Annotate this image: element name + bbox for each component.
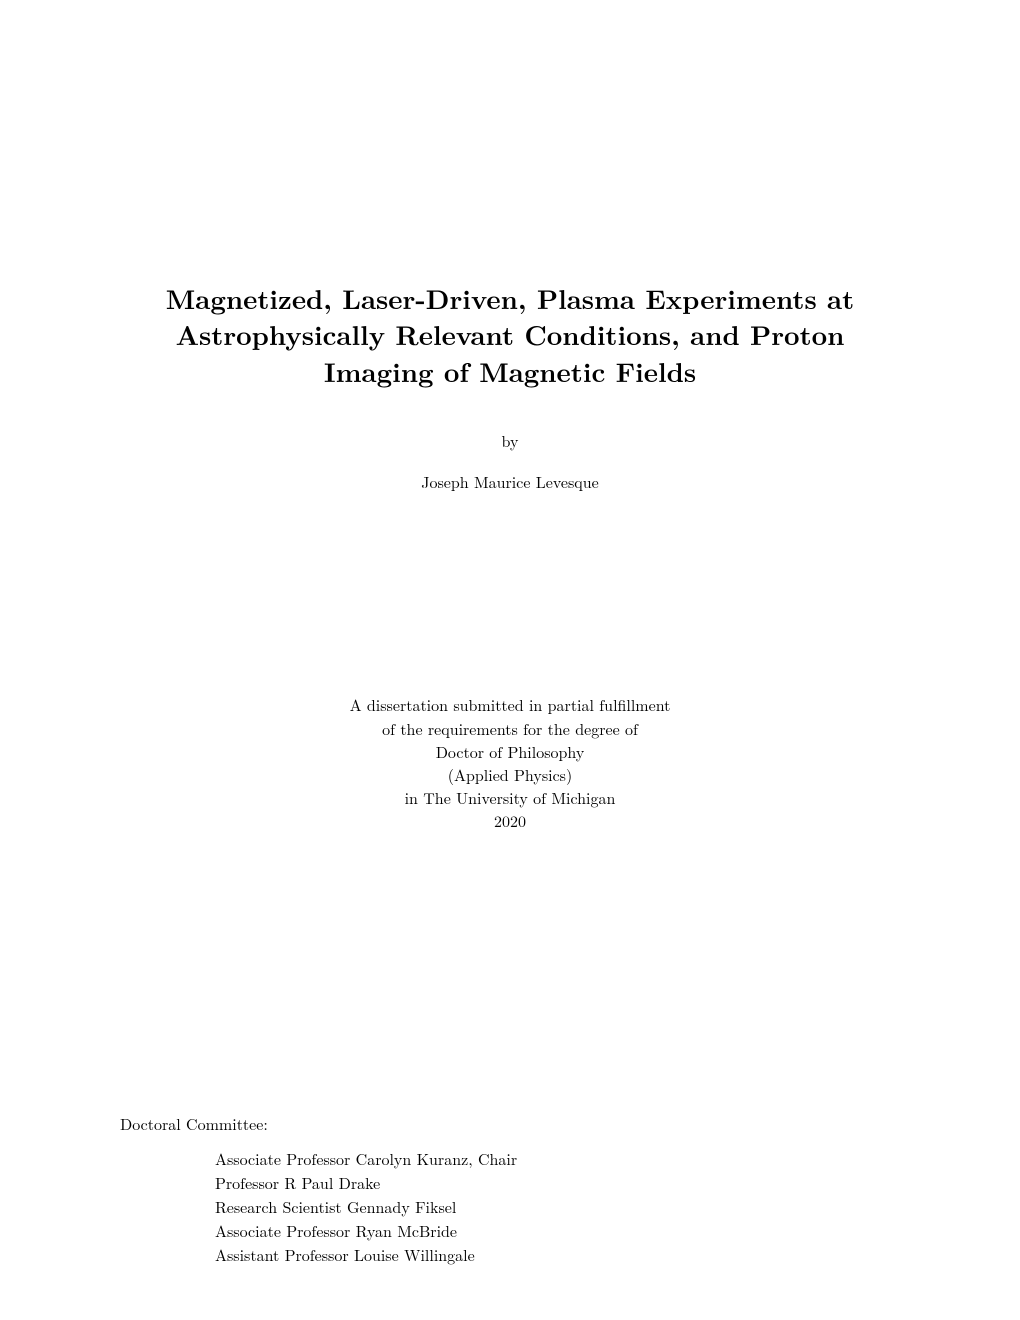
- committee-member: Research Scientist Gennady Fiksel: [215, 1195, 900, 1219]
- committee-member: Assistant Professor Louise Willingale: [215, 1243, 900, 1267]
- submission-line: of the requirements for the degree of: [120, 717, 900, 740]
- submission-line: A dissertation submitted in partial fulf…: [120, 693, 900, 716]
- submission-statement: A dissertation submitted in partial fulf…: [120, 693, 900, 832]
- by-label: by: [120, 429, 900, 452]
- submission-line: (Applied Physics): [120, 763, 900, 786]
- author-name: Joseph Maurice Levesque: [120, 470, 900, 493]
- submission-line: Doctor of Philosophy: [120, 740, 900, 763]
- committee-member: Associate Professor Carolyn Kuranz, Chai…: [215, 1147, 900, 1171]
- submission-line: in The University of Michigan: [120, 786, 900, 809]
- committee-list: Associate Professor Carolyn Kuranz, Chai…: [215, 1147, 900, 1267]
- submission-line: 2020: [120, 809, 900, 832]
- committee-member: Associate Professor Ryan McBride: [215, 1219, 900, 1243]
- dissertation-title: Magnetized, Laser-Driven, Plasma Experim…: [120, 280, 900, 389]
- committee-header: Doctoral Committee:: [120, 1112, 900, 1135]
- committee-member: Professor R Paul Drake: [215, 1171, 900, 1195]
- committee-section: Doctoral Committee: Associate Professor …: [120, 1112, 900, 1267]
- title-page: Magnetized, Laser-Driven, Plasma Experim…: [0, 0, 1020, 1320]
